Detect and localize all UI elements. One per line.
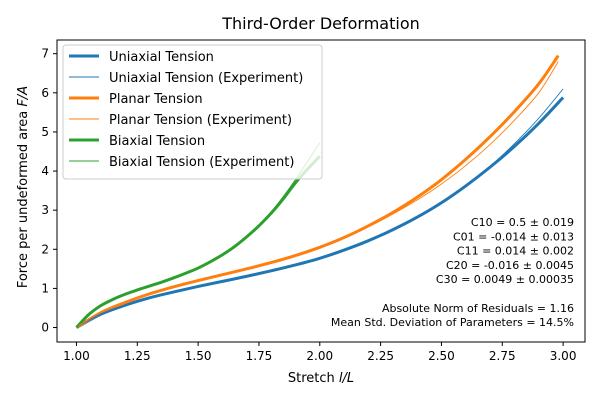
x-tick-label: 2.50	[428, 349, 455, 363]
x-tick-label: 2.25	[367, 349, 394, 363]
series-line-planar-tension-experiment	[76, 61, 559, 328]
legend-label: Biaxial Tension (Experiment)	[109, 155, 294, 170]
x-axis-label-symbol: l/L	[339, 371, 354, 386]
y-axis-label-symbol: F/A	[16, 86, 31, 107]
series-line-uniaxial-tension-experiment	[76, 88, 564, 328]
y-tick-label: 1	[41, 281, 49, 295]
y-tick-label: 5	[41, 125, 49, 139]
x-tick-label: 1.00	[63, 349, 90, 363]
legend-label: Uniaxial Tension (Experiment)	[109, 71, 303, 86]
y-tick-label: 4	[41, 164, 49, 178]
plot-frame	[56, 39, 586, 343]
x-tick-label: 2.75	[489, 349, 516, 363]
y-tick-label: 7	[41, 47, 49, 61]
y-tick-label: 2	[41, 242, 49, 256]
x-tick-label: 1.50	[185, 349, 212, 363]
y-tick-label: 6	[41, 86, 49, 100]
annotation-text: Absolute Norm of Residuals = 1.16	[382, 302, 574, 315]
series-line-biaxial-tension-experiment	[76, 142, 321, 328]
y-axis-label-text: Force per undeformed area	[16, 107, 31, 289]
annotation-text: C10 = 0.5 ± 0.019	[471, 216, 574, 229]
chart-title: Third-Order Deformation	[221, 14, 420, 33]
annotation-text: C20 = -0.016 ± 0.0045	[446, 259, 574, 272]
x-axis-label: Stretch l/L	[288, 371, 354, 386]
legend-label: Planar Tension (Experiment)	[109, 113, 292, 128]
annotation-text: C01 = -0.014 ± 0.013	[453, 230, 574, 243]
y-tick-label: 0	[41, 321, 49, 335]
y-axis-label: Force per undeformed area F/A	[16, 86, 31, 288]
x-tick-label: 3.00	[550, 349, 577, 363]
x-tick-label: 2.00	[306, 349, 333, 363]
plot-area: 1.00 1.25 1.50 1.75 2.00 2.25 2.50 2.75 3.00 0 1 2 3…	[41, 44, 577, 363]
legend-label: Uniaxial Tension	[109, 50, 214, 65]
x-axis-label-text: Stretch	[288, 371, 339, 386]
annotation-text: C30 = 0.0049 ± 0.00035	[436, 273, 574, 286]
legend-box	[62, 44, 323, 180]
x-tick-label: 1.25	[124, 349, 151, 363]
legend-label: Biaxial Tension	[109, 134, 205, 149]
x-tick-label: 1.75	[246, 349, 273, 363]
annotation-text: C11 = 0.014 ± 0.002	[457, 245, 574, 258]
y-tick-label: 3	[41, 203, 49, 217]
annotation-text: Mean Std. Deviation of Parameters = 14.5…	[331, 316, 574, 329]
legend-label: Planar Tension	[109, 92, 203, 107]
